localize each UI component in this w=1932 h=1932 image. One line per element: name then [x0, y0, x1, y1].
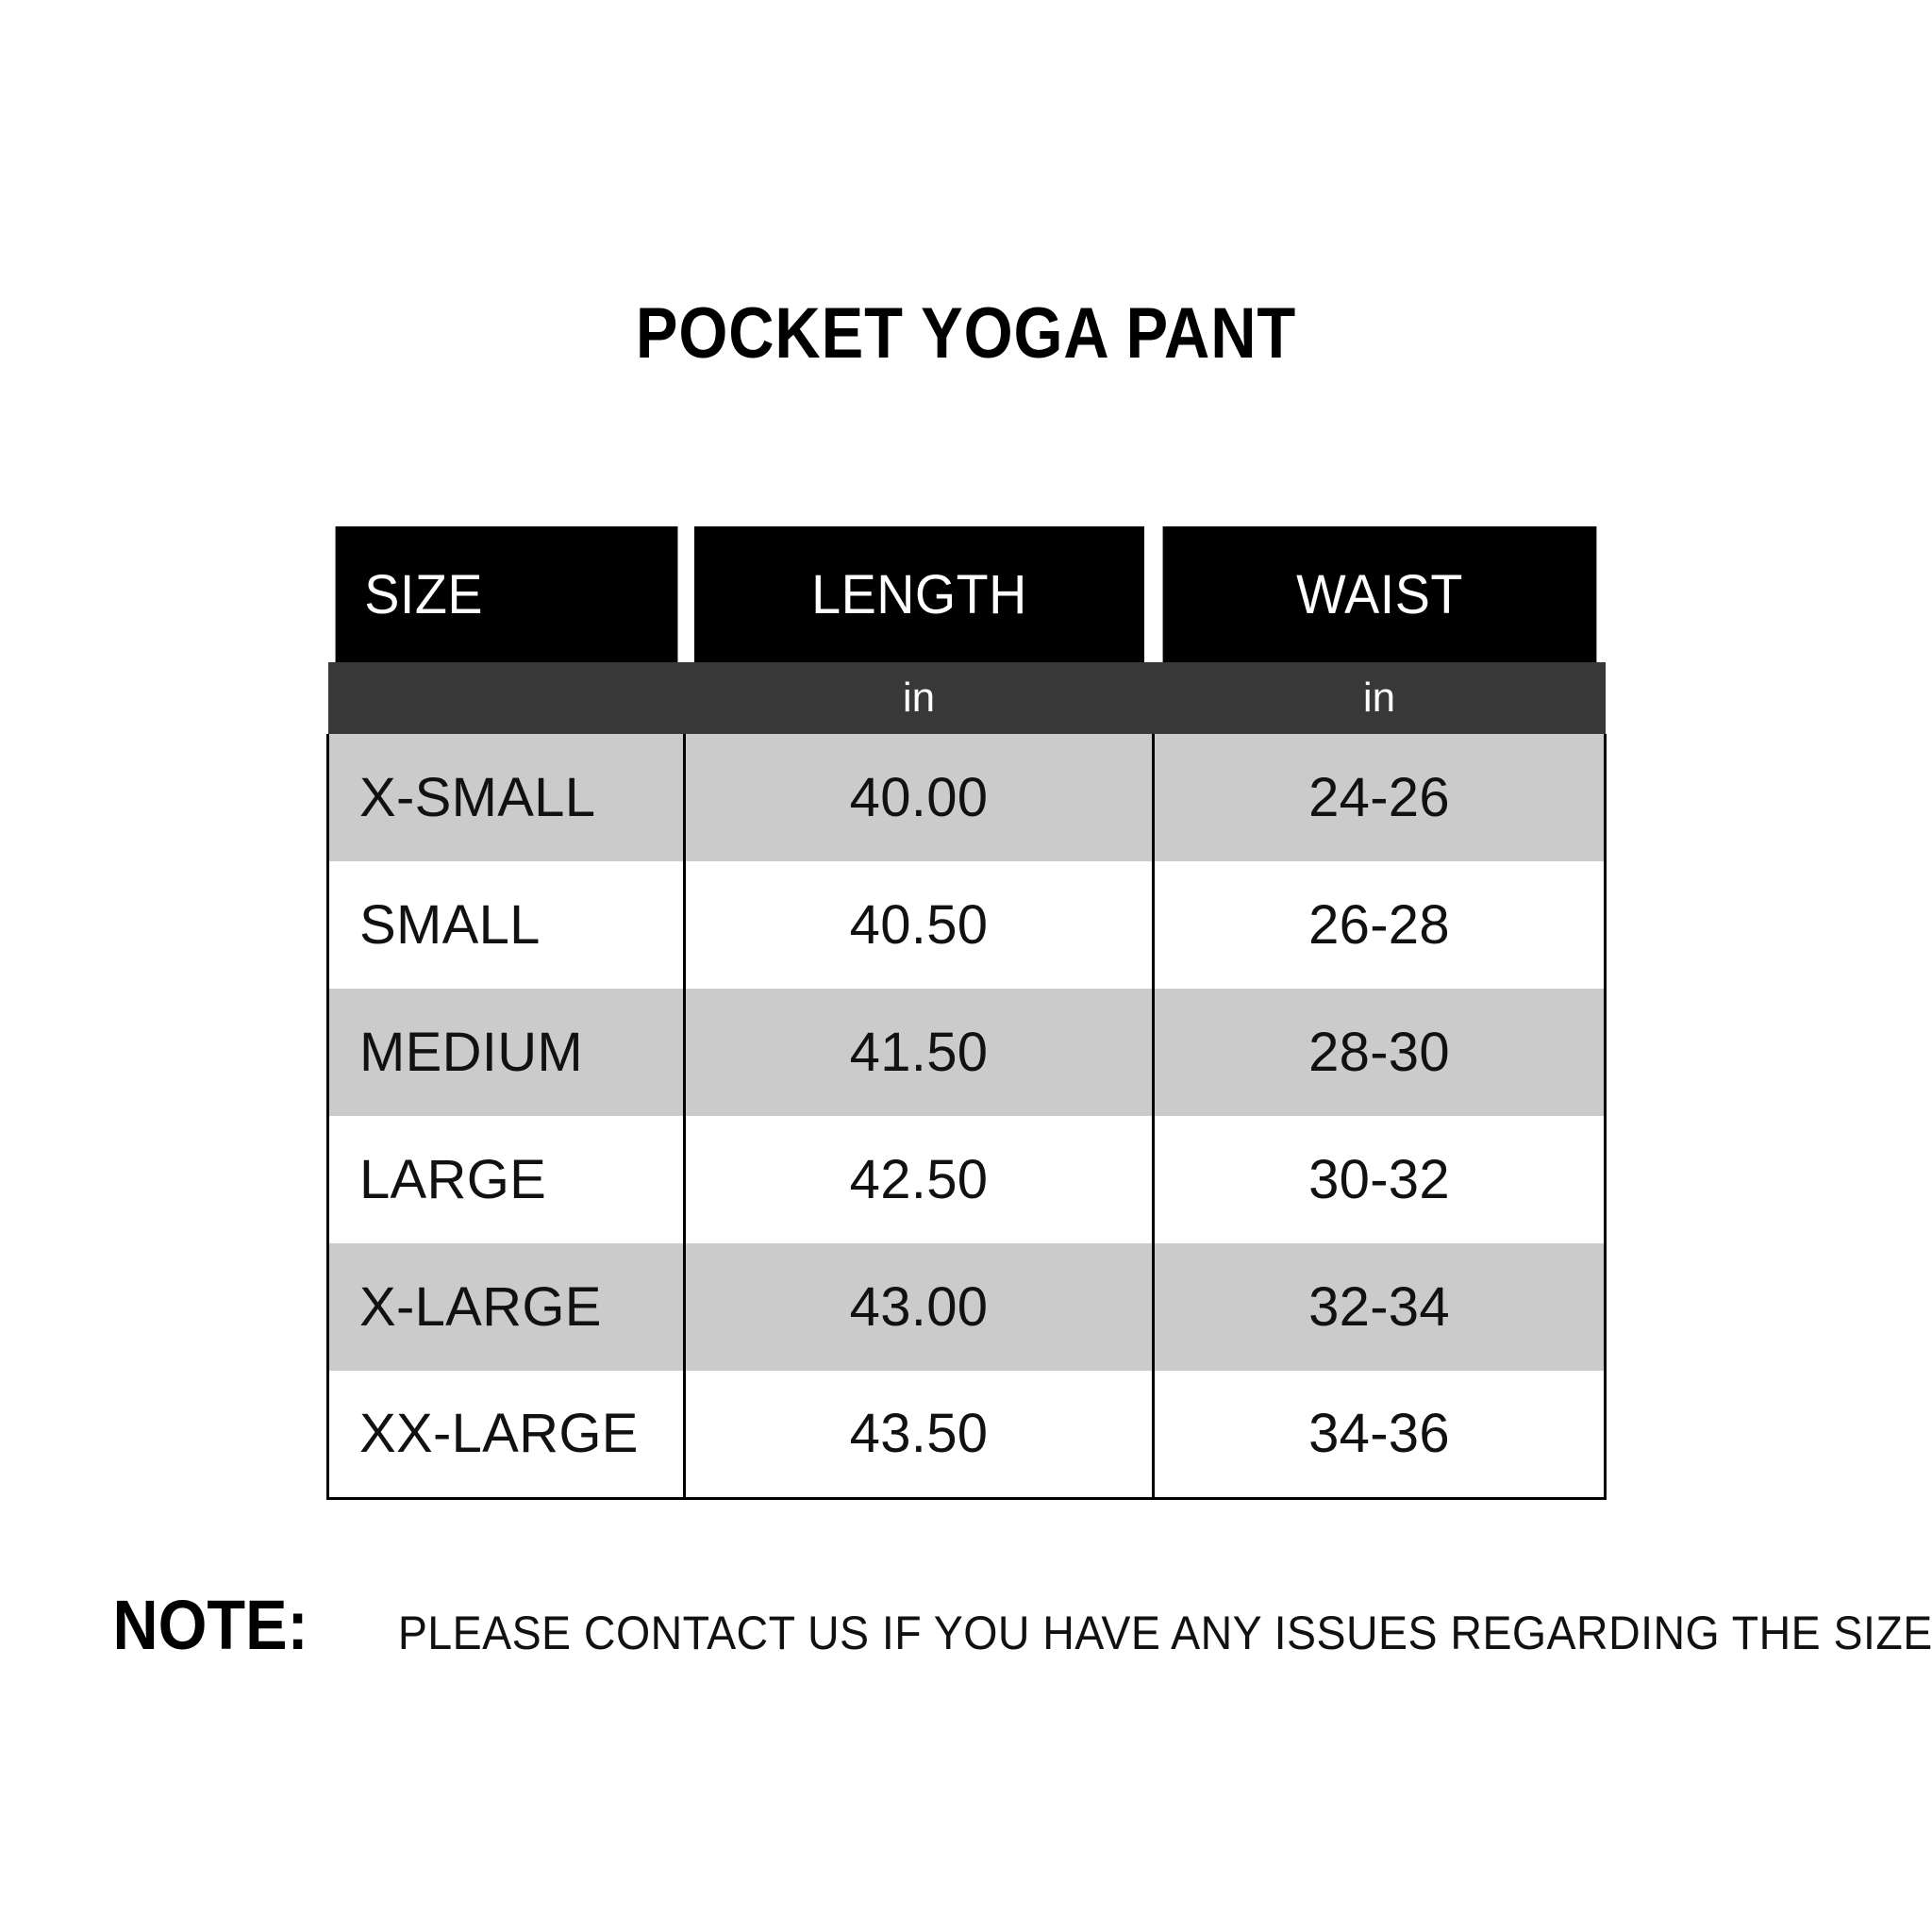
column-header-length: LENGTH — [693, 526, 1144, 662]
cell-size: MEDIUM — [326, 989, 685, 1116]
cell-length: 42.50 — [683, 1116, 1154, 1243]
cell-size: XX-LARGE — [326, 1371, 685, 1500]
cell-waist: 30-32 — [1152, 1116, 1607, 1243]
unit-length: in — [684, 662, 1154, 734]
cell-length: 41.50 — [683, 989, 1154, 1116]
table-body: X-SMALL 40.00 24-26 SMALL 40.50 26-28 ME… — [326, 734, 1607, 1500]
table-row: X-LARGE 43.00 32-34 — [326, 1243, 1607, 1371]
table-row: SMALL 40.50 26-28 — [326, 861, 1607, 989]
cell-length: 43.00 — [683, 1243, 1154, 1371]
note-line: NOTE: PLEASE CONTACT US IF YOU HAVE ANY … — [102, 1586, 1932, 1668]
unit-size — [327, 662, 685, 734]
note-label: NOTE: — [112, 1586, 308, 1664]
cell-waist: 32-34 — [1152, 1243, 1607, 1371]
cell-waist: 28-30 — [1152, 989, 1607, 1116]
unit-waist: in — [1153, 662, 1606, 734]
table-row: LARGE 42.50 30-32 — [326, 1116, 1607, 1243]
cell-size: LARGE — [326, 1116, 685, 1243]
cell-length: 40.50 — [683, 861, 1154, 989]
page-title: POCKET YOGA PANT — [635, 293, 1297, 374]
table-row: XX-LARGE 43.50 34-36 — [326, 1371, 1607, 1500]
cell-waist: 34-36 — [1152, 1371, 1607, 1500]
table-header-row: SIZE LENGTH WAIST — [328, 526, 1606, 662]
cell-length: 43.50 — [683, 1371, 1154, 1500]
note-text: PLEASE CONTACT US IF YOU HAVE ANY ISSUES… — [398, 1607, 1932, 1659]
column-header-size: SIZE — [335, 526, 677, 662]
cell-size: X-SMALL — [326, 734, 685, 861]
size-chart-table: SIZE LENGTH WAIST in in X-SMALL 40.00 24… — [326, 526, 1607, 1500]
table-row: X-SMALL 40.00 24-26 — [326, 734, 1607, 861]
column-header-waist: WAIST — [1162, 526, 1596, 662]
cell-size: X-LARGE — [326, 1243, 685, 1371]
cell-size: SMALL — [326, 861, 685, 989]
table-unit-row: in in — [327, 662, 1606, 734]
cell-length: 40.00 — [683, 734, 1154, 861]
cell-waist: 24-26 — [1152, 734, 1607, 861]
table-row: MEDIUM 41.50 28-30 — [326, 989, 1607, 1116]
cell-waist: 26-28 — [1152, 861, 1607, 989]
